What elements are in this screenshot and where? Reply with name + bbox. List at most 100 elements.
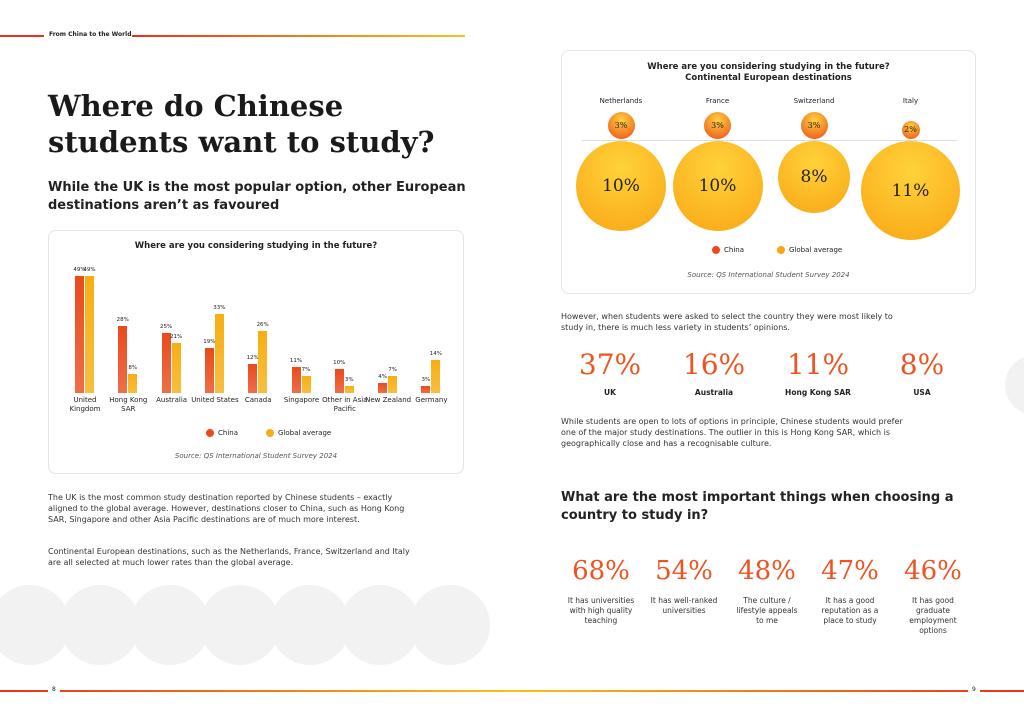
bubble <box>861 141 960 240</box>
bubble <box>607 112 635 139</box>
data-label: 49% <box>83 267 96 273</box>
category-label: Italy <box>902 97 919 105</box>
stat-label: It has universities with high quality te… <box>567 596 635 625</box>
data-label: 14% <box>429 350 442 357</box>
chart-title: Where are you considering studying in th… <box>134 241 378 251</box>
paragraph: The UK is the most common study destinat… <box>48 493 405 524</box>
category-label: Switzerland <box>793 97 835 105</box>
bar <box>258 330 268 393</box>
bar <box>128 373 138 393</box>
data-label: 8% <box>800 167 828 187</box>
category-label: Netherlands <box>599 97 643 105</box>
title: Where do Chinese students want to study? <box>48 89 435 159</box>
data-label: 7% <box>388 367 397 374</box>
legend-label: Global average <box>789 246 843 254</box>
stat-value: 8% <box>899 348 945 381</box>
stat-value: 48% <box>738 556 796 586</box>
stat-label: It has a good reputation as a place to s… <box>821 596 879 625</box>
stat-value: 54% <box>655 556 713 586</box>
baseline <box>582 140 957 141</box>
source: Source: QS International Student Survey … <box>174 452 338 460</box>
decor <box>0 585 70 665</box>
legend-label: China <box>724 246 744 254</box>
bubble <box>576 141 666 231</box>
question: What are the most important things when … <box>561 490 954 523</box>
data-label: 3% <box>807 120 821 130</box>
bar <box>118 326 128 393</box>
data-label: 25% <box>159 324 173 331</box>
bubble <box>778 141 850 213</box>
rule <box>132 35 465 37</box>
x-tick-label: Hong Kong SAR <box>109 396 148 413</box>
data-label: 7% <box>301 367 311 374</box>
bubble <box>901 121 920 139</box>
page-number: 9 <box>968 686 980 693</box>
stat-value: 47% <box>821 556 879 586</box>
source: Source: QS International Student Survey … <box>687 271 850 279</box>
bar <box>248 364 258 393</box>
header-label: From China to the World <box>49 31 132 38</box>
decor <box>410 585 490 665</box>
data-label: 3% <box>344 376 354 383</box>
bubble <box>800 112 828 139</box>
data-label: 2% <box>904 125 917 134</box>
bar <box>171 342 181 393</box>
rule <box>0 690 1024 692</box>
x-tick-label: New Zealand <box>365 396 412 404</box>
paragraph: However, when students were asked to sel… <box>561 312 893 332</box>
data-label: 10% <box>698 176 737 196</box>
data-label: 3% <box>614 120 628 130</box>
stat-label: UK <box>604 388 616 397</box>
stat-label: Hong Kong SAR <box>785 388 851 397</box>
x-tick-label: Germany <box>415 396 448 404</box>
bar <box>421 385 431 393</box>
x-tick-label: Australia <box>156 396 188 404</box>
decor <box>1005 355 1024 415</box>
stat-value: 68% <box>572 556 630 586</box>
paragraph: While students are open to lots of optio… <box>561 417 903 448</box>
data-label: 10% <box>333 360 346 367</box>
stat-value: 16% <box>682 348 746 381</box>
paragraph: Continental European destinations, such … <box>48 547 410 567</box>
bar <box>378 383 388 393</box>
bubble <box>672 141 763 231</box>
data-label: 33% <box>213 305 226 312</box>
decor <box>340 585 420 665</box>
x-tick-label: Other in Asia Pacific <box>322 396 368 413</box>
data-label: 10% <box>602 176 640 196</box>
data-label: 11% <box>289 357 303 364</box>
bar-chart: Where are you considering studying in th… <box>48 230 464 474</box>
category-label: France <box>705 97 730 105</box>
data-label: 3% <box>711 120 724 130</box>
bar <box>161 333 171 393</box>
subtitle: While the UK is the most popular option,… <box>48 180 466 213</box>
data-label: 28% <box>116 317 129 324</box>
data-label: 3% <box>421 376 431 383</box>
bar <box>204 347 214 393</box>
data-label: 8% <box>128 364 138 371</box>
chart-title: Where are you considering studying in th… <box>647 62 890 72</box>
bar <box>344 385 354 393</box>
stat-value: 37% <box>578 348 642 381</box>
data-label: 4% <box>378 374 387 381</box>
bubble-chart: Where are you considering studying in th… <box>561 50 976 294</box>
legend-label: China <box>218 429 238 437</box>
stat-label: It has well-ranked universities <box>650 596 718 615</box>
x-tick-label: United Kingdom <box>69 396 101 413</box>
data-label: 49% <box>73 267 86 273</box>
bar <box>431 359 441 393</box>
decor <box>270 585 350 665</box>
bubble <box>704 112 731 139</box>
x-tick-label: Canada <box>244 396 272 404</box>
data-label: 12% <box>246 355 259 362</box>
bar <box>75 276 84 393</box>
data-label: 21% <box>169 333 183 340</box>
bar <box>334 369 344 393</box>
page-number: 8 <box>48 686 60 693</box>
stat-label: The culture / lifestyle appeals to me <box>736 596 798 625</box>
decor <box>130 585 210 665</box>
legend-swatch <box>206 429 214 437</box>
bar <box>214 314 224 393</box>
legend-swatch <box>266 429 274 437</box>
legend-swatch <box>777 246 785 254</box>
